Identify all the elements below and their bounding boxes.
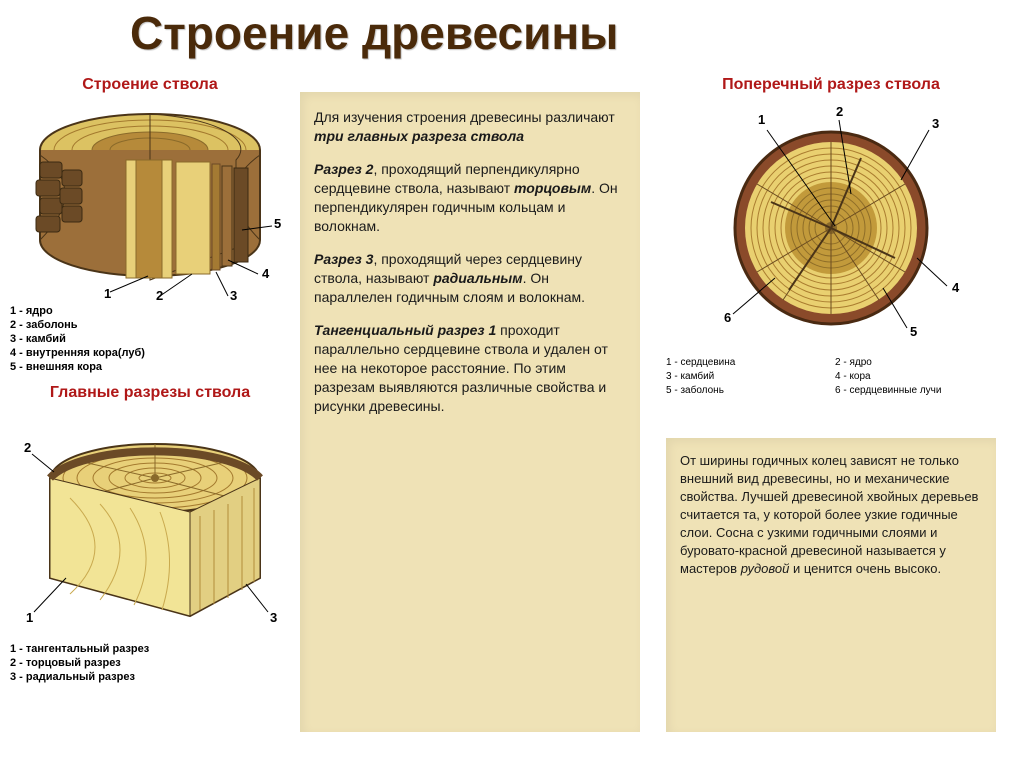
right-column: Поперечный разрез ствола [666,72,996,397]
p3-a: Разрез 3 [314,251,373,267]
cross-legend-6: 6 - сердцевинные лучи [835,384,996,397]
trunk-label-4: 4 [262,266,270,281]
cross-legend: 1 - сердцевина 2 - ядро 3 - камбий 4 - к… [666,356,996,397]
cross-label-2: 2 [836,104,843,119]
p1-bold: три главных разреза ствола [314,128,524,144]
trunk-label-1: 1 [104,286,111,300]
trunk-legend-2: 2 - заболонь [10,318,290,332]
cuts-heading: Главные разрезы ствола [10,384,290,402]
cuts-legend-1: 1 - тангентальный разрез [10,642,290,656]
cross-label-5: 5 [910,324,917,339]
trunk-structure-svg: 1 2 3 4 5 [10,100,290,300]
cross-section-figure: 1 2 3 4 5 6 [666,100,996,350]
p1-pre: Для изучения строения древесины различаю… [314,109,615,125]
cross-legend-2: 2 - ядро [835,356,996,369]
p3-c: радиальным [433,270,522,286]
info-paragraph: От ширины годичных колец зависят не толь… [680,452,982,578]
info-c: и ценится очень высоко. [789,561,941,576]
center-p4: Тангенциальный разрез 1 проходит паралле… [314,321,626,416]
p4-a: Тангенциальный разрез 1 [314,322,496,338]
cross-label-6: 6 [724,310,731,325]
trunk-label-3: 3 [230,288,237,300]
trunk-legend: 1 - ядро 2 - заболонь 3 - камбий 4 - вну… [10,304,290,374]
cross-label-3: 3 [932,116,939,131]
trunk-legend-5: 5 - внешняя кора [10,360,290,374]
cross-label-4: 4 [952,280,960,295]
p2-c: торцовым [514,180,591,196]
trunk-structure-figure: 1 2 3 4 5 [10,100,290,300]
center-p1: Для изучения строения древесины различаю… [314,108,626,146]
cross-legend-3: 3 - камбий [666,370,827,383]
center-p2: Разрез 2, проходящий перпендикулярно сер… [314,160,626,236]
cross-section-heading: Поперечный разрез ствола [666,76,996,94]
cross-legend-1: 1 - сердцевина [666,356,827,369]
trunk-legend-1: 1 - ядро [10,304,290,318]
cross-label-1: 1 [758,112,765,127]
cuts-svg: 2 1 3 [10,408,290,638]
center-text-panel: Для изучения строения древесины различаю… [300,92,640,732]
cuts-legend: 1 - тангентальный разрез 2 - торцовый ра… [10,642,290,684]
trunk-legend-4: 4 - внутренняя кора(луб) [10,346,290,360]
trunk-structure-heading: Строение ствола [10,76,290,94]
cross-legend-4: 4 - кора [835,370,996,383]
trunk-label-5: 5 [274,216,281,231]
cuts-legend-3: 3 - радиальный разрез [10,670,290,684]
info-panel: От ширины годичных колец зависят не толь… [666,438,996,732]
page-title: Строение древесины [130,6,618,60]
cuts-figure: 2 1 3 [10,408,290,638]
left-column: Строение ствола [10,72,290,684]
p2-a: Разрез 2 [314,161,373,177]
cross-section-svg: 1 2 3 4 5 6 [666,100,996,350]
info-a: От ширины годичных колец зависят не толь… [680,453,978,576]
trunk-label-2: 2 [156,288,163,300]
cuts-label-1: 1 [26,610,33,625]
center-p3: Разрез 3, проходящий через сердцевину ст… [314,250,626,307]
cuts-legend-2: 2 - торцовый разрез [10,656,290,670]
cuts-label-2: 2 [24,440,31,455]
cuts-label-3: 3 [270,610,277,625]
info-b: рудовой [741,561,790,576]
trunk-legend-3: 3 - камбий [10,332,290,346]
cross-legend-5: 5 - заболонь [666,384,827,397]
